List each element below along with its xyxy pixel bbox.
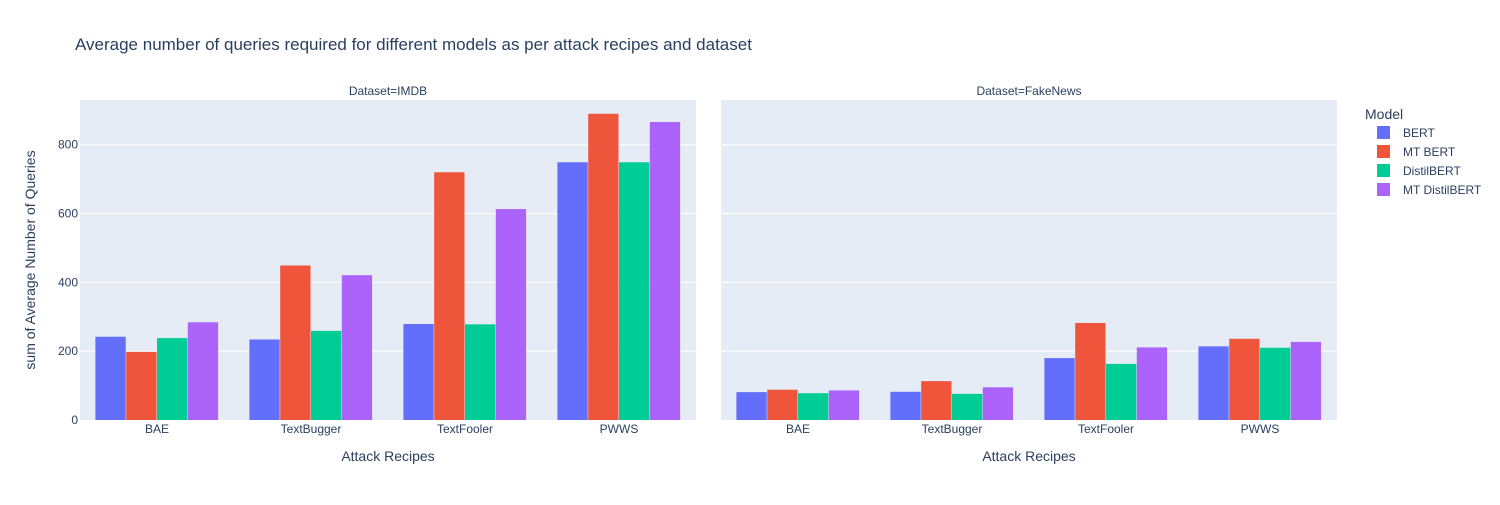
x-tick-label: TextBugger	[922, 422, 983, 436]
legend-item-mt-distilbert: MT DistilBERT	[1377, 183, 1482, 197]
bar-distilbert-bae	[798, 393, 829, 420]
bar-bert-textbugger	[249, 339, 280, 420]
facet-label: Dataset=IMDB	[349, 84, 427, 98]
y-tick-label: 400	[58, 275, 78, 289]
legend-label: DistilBERT	[1403, 164, 1461, 178]
bar-mt-bert-textfooler	[1075, 322, 1106, 420]
bar-distilbert-textfooler	[1106, 363, 1137, 420]
chart-title: Average number of queries required for d…	[75, 35, 752, 54]
legend-label: MT BERT	[1403, 145, 1456, 159]
bar-distilbert-textbugger	[311, 330, 342, 420]
x-axis-label: Attack Recipes	[982, 448, 1075, 464]
bar-bert-textbugger	[890, 391, 921, 420]
bar-mt-distilbert-textbugger	[982, 387, 1014, 420]
bar-distilbert-bae	[157, 338, 188, 420]
y-axis-label: sum of Average Number of Queries	[22, 150, 38, 369]
bar-bert-bae	[736, 392, 767, 420]
bar-mt-bert-bae	[126, 351, 157, 420]
bar-distilbert-textbugger	[952, 393, 983, 420]
y-tick-label: 800	[58, 138, 78, 152]
legend-label: MT DistilBERT	[1403, 183, 1482, 197]
facet-panel-0: 0 200 400 600 800 Dataset=IMDB BAE TextBugger Te…	[58, 84, 696, 464]
legend-swatch	[1377, 164, 1390, 177]
x-tick-label: PWWS	[1241, 422, 1280, 436]
legend-label: BERT	[1403, 126, 1435, 140]
bar-mt-bert-textbugger	[921, 381, 952, 420]
bar-distilbert-textfooler	[465, 324, 496, 420]
bar-bert-pwws	[1198, 346, 1229, 420]
y-tick-label: 0	[71, 413, 78, 427]
facet-label: Dataset=FakeNews	[976, 84, 1081, 98]
bar-distilbert-pwws	[1260, 347, 1291, 420]
x-tick-label: BAE	[145, 422, 169, 436]
bar-bert-textfooler	[1044, 358, 1075, 420]
legend: Model BERT MT BERT DistilBERT MT DistilBERT	[1365, 106, 1482, 197]
bar-mt-bert-pwws	[588, 113, 619, 421]
legend-title: Model	[1365, 106, 1403, 122]
legend-item-bert: BERT	[1377, 126, 1435, 140]
legend-swatch	[1377, 126, 1390, 139]
x-tick-label: TextFooler	[1078, 422, 1134, 436]
bar-mt-distilbert-pwws	[649, 122, 681, 420]
y-tick-label: 200	[58, 344, 78, 358]
bar-mt-distilbert-textfooler	[1136, 347, 1168, 420]
bar-bert-textfooler	[403, 324, 434, 420]
x-tick-label: TextFooler	[437, 422, 493, 436]
bar-distilbert-pwws	[619, 162, 650, 420]
legend-item-mt-bert: MT BERT	[1377, 145, 1456, 159]
legend-swatch	[1377, 183, 1390, 196]
bar-mt-bert-textbugger	[280, 265, 311, 420]
legend-swatch	[1377, 145, 1390, 158]
bar-mt-distilbert-textbugger	[341, 275, 373, 420]
bar-mt-bert-pwws	[1229, 338, 1260, 420]
bar-mt-distilbert-textfooler	[495, 209, 527, 420]
facet-panel-1: Dataset=FakeNews BAE TextBugger TextFooler P…	[721, 84, 1337, 464]
bar-mt-bert-bae	[767, 389, 798, 420]
bar-mt-distilbert-bae	[187, 322, 219, 420]
x-tick-label: TextBugger	[281, 422, 342, 436]
bar-bert-pwws	[557, 162, 588, 420]
x-tick-label: BAE	[786, 422, 810, 436]
bar-mt-bert-textfooler	[434, 172, 465, 420]
bar-mt-distilbert-bae	[828, 390, 860, 420]
bar-bert-bae	[95, 336, 126, 420]
x-tick-label: PWWS	[600, 422, 639, 436]
bar-mt-distilbert-pwws	[1290, 341, 1322, 420]
legend-item-distilbert: DistilBERT	[1377, 164, 1461, 178]
y-tick-label: 600	[58, 207, 78, 221]
x-axis-label: Attack Recipes	[341, 448, 434, 464]
